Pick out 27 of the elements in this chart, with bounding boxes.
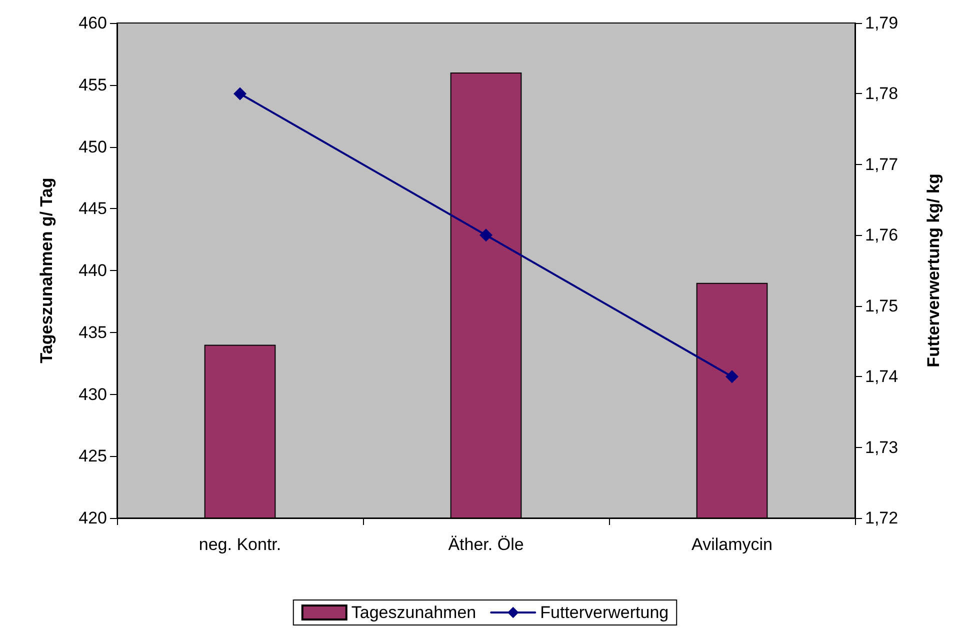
y-tick-label: 440 — [78, 261, 107, 280]
point — [234, 87, 246, 100]
y-tick-label: 445 — [78, 199, 107, 218]
legend-label: Futterverwertung — [540, 603, 669, 622]
y2-tick-label: 1,78 — [865, 84, 898, 104]
y2-tick-label: 1,79 — [865, 14, 898, 32]
y-tick-label: 425 — [78, 446, 107, 466]
x-tick-label: neg. Kontr. — [198, 535, 282, 554]
y-tick-label: 435 — [78, 322, 107, 342]
y2-tick-label: 1,74 — [865, 367, 898, 386]
point — [480, 228, 492, 242]
x-tick-label: Äther. Öle — [448, 535, 524, 554]
legend-label: Tageszunahmen — [351, 603, 476, 622]
y2-axis-title: Futterverwertung kg/ kg — [924, 174, 943, 368]
y-tick-label: 460 — [78, 14, 107, 32]
y-tick-label: 455 — [78, 75, 107, 94]
y2-tick-label: 1,77 — [865, 154, 898, 174]
y2-tick-label: 1,73 — [865, 438, 898, 457]
point — [726, 370, 738, 384]
y-axis-title: Tageszunahmen g/ Tag — [37, 178, 56, 364]
y-tick-label: 430 — [78, 384, 107, 404]
y2-tick-label: 1,75 — [865, 296, 898, 316]
x-tick-label: Avilamycin — [692, 535, 772, 554]
y2-tick-label: 1,76 — [865, 226, 898, 245]
y-tick-label: 450 — [78, 137, 107, 156]
y2-tick-label: 1,72 — [865, 508, 898, 528]
y-tick-label: 420 — [78, 508, 107, 528]
